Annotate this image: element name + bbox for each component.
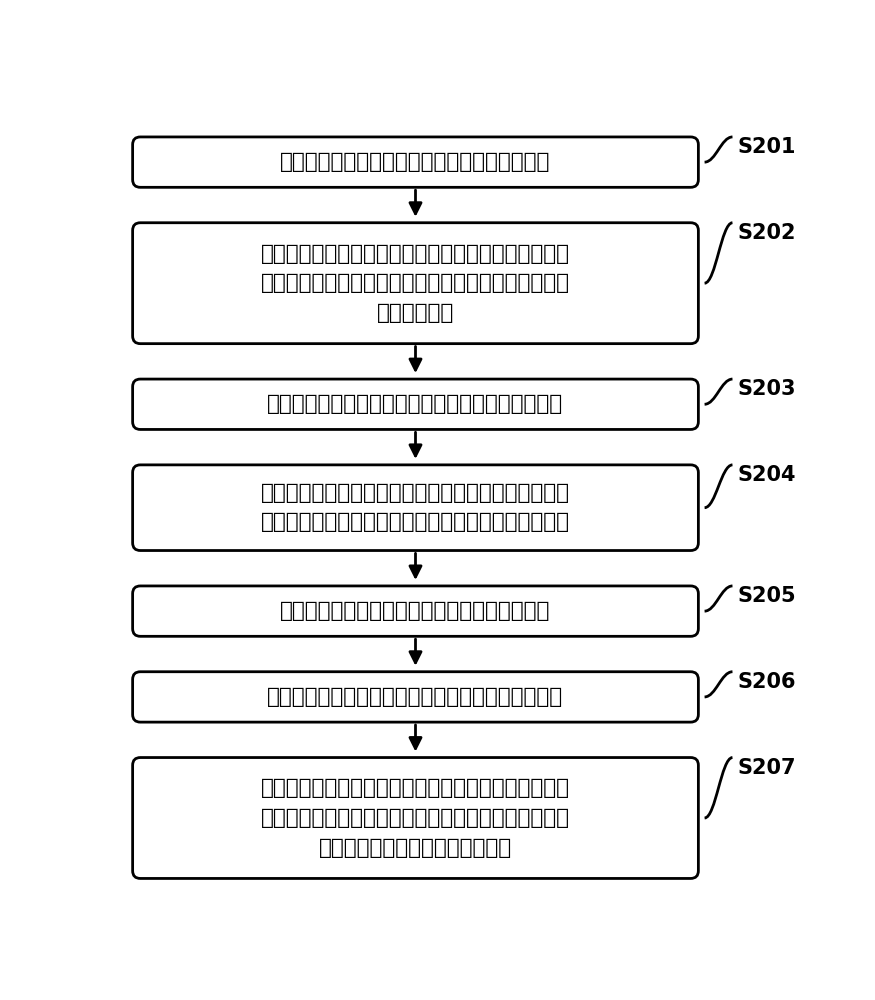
Text: 根据辊径计算每个轧辊周长区间轧制力波动数据: 根据辊径计算每个轧辊周长区间轧制力波动数据	[280, 601, 550, 621]
Text: 实时采集带钢长度方向上的轧机轧制力相关数据: 实时采集带钢长度方向上的轧机轧制力相关数据	[280, 152, 550, 172]
FancyBboxPatch shape	[133, 223, 698, 344]
Text: S204: S204	[737, 465, 795, 485]
FancyBboxPatch shape	[133, 758, 698, 878]
FancyBboxPatch shape	[133, 465, 698, 551]
FancyBboxPatch shape	[133, 379, 698, 429]
FancyBboxPatch shape	[133, 586, 698, 636]
Text: S202: S202	[737, 223, 795, 243]
Text: 计算相邻两个轧辊周长区间轧制力波动数据的相似度: 计算相邻两个轧辊周长区间轧制力波动数据的相似度	[268, 687, 564, 707]
Text: 消除轧制力随带钢厚度变化趋势数据保留轧制力随轧辊
波动数据，得到带钢长度方向上的轧机轧制力波动数据: 消除轧制力随带钢厚度变化趋势数据保留轧制力随轧辊 波动数据，得到带钢长度方向上的…	[261, 483, 570, 532]
FancyBboxPatch shape	[133, 672, 698, 722]
Text: S203: S203	[737, 379, 795, 399]
Text: 当检测到预设事件发生时，对轧机轧制力和轧制速度实
测数据进行预处理，得到轧机轧制力数据沿带钢长度方
向的分布矩阵: 当检测到预设事件发生时，对轧机轧制力和轧制速度实 测数据进行预处理，得到轧机轧制…	[261, 244, 570, 323]
Text: S207: S207	[737, 758, 795, 778]
Text: S201: S201	[737, 137, 795, 157]
Text: 根据预设的标准阈值对计算出的相似度进行评分，得到
轧辊偏心状态评分，将轧辊偏心状态评分与预设阈值比
较大小，判断出是否存在轧辊偏心: 根据预设的标准阈值对计算出的相似度进行评分，得到 轧辊偏心状态评分，将轧辊偏心状…	[261, 778, 570, 858]
Text: 对轧制力进行二次采样并对采样结果进行多项式拟合: 对轧制力进行二次采样并对采样结果进行多项式拟合	[268, 394, 564, 414]
Text: S206: S206	[737, 672, 795, 692]
Text: S205: S205	[737, 586, 795, 606]
FancyBboxPatch shape	[133, 137, 698, 187]
